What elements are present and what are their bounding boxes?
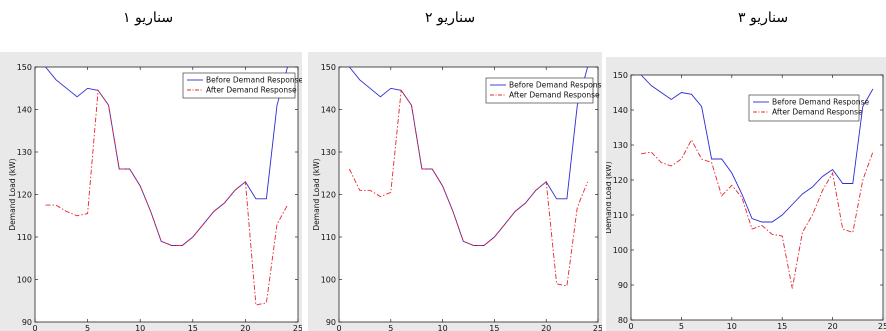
y-tick-label: 120 [17,191,32,200]
chart-scenario-3: 80901001101201301401500510152025HoursDem… [606,71,886,331]
y-tick-label: 110 [321,233,336,242]
legend-entry-label: Before Demand Response [772,98,870,107]
y-tick-label: 150 [613,71,628,80]
legend-box [485,77,594,104]
y-tick-label: 100 [17,276,32,285]
y-tick-label: 140 [613,106,628,115]
series-line-after-demand-response [348,89,589,287]
x-tick-label: 10 [727,322,737,331]
chart-scenario-2: 901001101201301401500510152025HoursDeman… [312,63,602,331]
x-tick-label: 5 [388,324,393,331]
y-tick-label: 140 [17,106,32,115]
y-tick-label: 110 [613,211,628,220]
x-tick-label: 0 [628,322,633,331]
x-tick-label: 25 [593,324,602,331]
x-tick-label: 15 [489,324,499,331]
scenario-2-caption: سناریو ۲ [425,10,476,26]
chart-scenario-1: 901001101201301401500510152025HoursDeman… [8,63,302,331]
scenario-3-caption: سناریو ۳ [738,10,789,26]
plot-area [338,66,599,323]
y-axis-label: Demand Load (kW) [312,158,321,230]
legend-box [748,94,860,122]
x-tick-label: 10 [135,324,145,331]
legend-entry-label: Before Demand Response [509,81,602,90]
y-tick-label: 150 [17,63,32,72]
y-tick-label: 90 [618,281,628,290]
y-tick-label: 120 [321,191,336,200]
y-tick-label: 130 [613,141,628,150]
y-axis-label: Demand Load (kW) [8,158,17,230]
x-tick-label: 20 [828,322,838,331]
x-tick-label: 5 [85,324,90,331]
y-tick-label: 80 [618,316,628,325]
series-line-before-demand-response [640,74,874,223]
chart-panel-scenario-3: 80901001101201301401500510152025HoursDem… [606,57,886,331]
y-tick-label: 100 [613,246,628,255]
legend-entry-label: After Demand Response [772,108,863,117]
y-tick-label: 90 [326,318,336,327]
y-tick-label: 90 [22,318,32,327]
legend-entry-label: After Demand Response [206,86,297,95]
x-tick-label: 20 [240,324,250,331]
legend-box [182,72,296,99]
series-line-after-demand-response [45,89,288,306]
x-tick-label: 0 [32,324,37,331]
plot-area [34,66,299,323]
x-tick-label: 5 [679,322,684,331]
series-line-after-demand-response [641,138,874,289]
y-tick-label: 130 [321,148,336,157]
y-tick-label: 100 [321,276,336,285]
scenario-1-caption: سناریو ۱ [123,10,174,26]
chart-panel-scenario-2: 901001101201301401500510152025HoursDeman… [308,52,602,331]
x-tick-label: 15 [777,322,787,331]
x-tick-label: 25 [878,322,886,331]
x-tick-label: 10 [438,324,448,331]
y-tick-label: 140 [321,106,336,115]
y-tick-label: 120 [613,176,628,185]
chart-panel-scenario-1: 901001101201301401500510152025HoursDeman… [0,52,302,331]
y-tick-label: 110 [17,233,32,242]
x-tick-label: 20 [541,324,551,331]
x-tick-label: 15 [188,324,198,331]
x-tick-label: 25 [293,324,302,331]
y-tick-label: 150 [321,63,336,72]
legend-entry-label: After Demand Response [509,91,600,100]
y-axis-label: Demand Load (kW) [606,161,613,233]
y-tick-label: 130 [17,148,32,157]
legend-entry-label: Before Demand Response [206,76,302,85]
x-tick-label: 0 [336,324,341,331]
